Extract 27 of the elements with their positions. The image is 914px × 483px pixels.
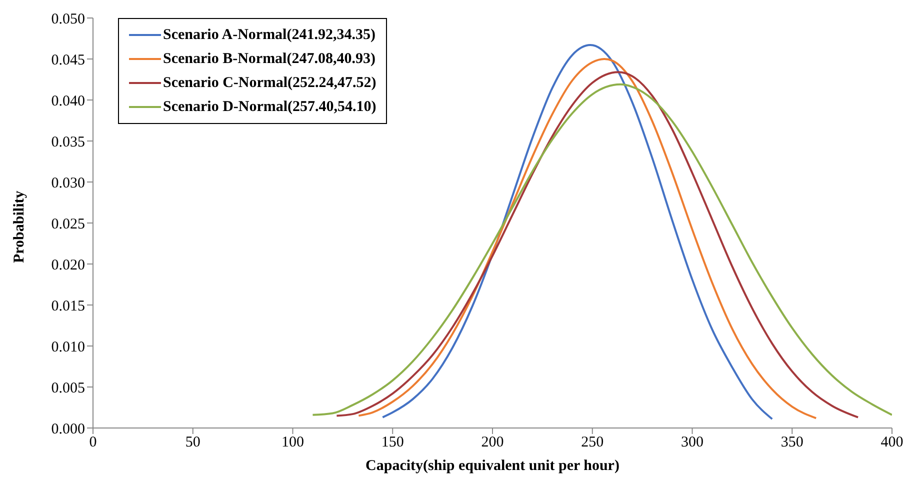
legend-label: Scenario A-Normal(241.92,34.35) bbox=[163, 26, 376, 45]
x-tick-label: 200 bbox=[481, 434, 504, 451]
x-tick-label: 50 bbox=[185, 434, 200, 451]
y-tick-label: 0.045 bbox=[51, 52, 85, 68]
y-tick-label: 0.030 bbox=[51, 175, 85, 192]
x-axis-title: Capacity(ship equivalent unit per hour) bbox=[366, 458, 620, 474]
y-tick-label: 0.005 bbox=[51, 380, 85, 396]
legend-label: Scenario B-Normal(247.08,40.93) bbox=[163, 50, 376, 69]
y-tick-label: 0.020 bbox=[51, 257, 85, 274]
line-series bbox=[382, 44, 774, 420]
x-tick-label: 300 bbox=[681, 434, 704, 451]
x-tick-label: 150 bbox=[381, 434, 404, 451]
y-tick-label: 0.025 bbox=[51, 216, 85, 232]
y-tick-label: 0.035 bbox=[51, 134, 85, 150]
legend-label: Scenario C-Normal(252.24,47.52) bbox=[163, 74, 376, 93]
y-tick-label: 0.000 bbox=[51, 421, 85, 438]
x-tick-label: 400 bbox=[880, 434, 904, 451]
y-tick-label: 0.015 bbox=[51, 298, 85, 314]
y-tick-label: 0.010 bbox=[51, 339, 85, 356]
x-tick-label: 100 bbox=[282, 434, 304, 451]
x-tick-label: 250 bbox=[581, 434, 604, 451]
y-tick-label: 0.050 bbox=[51, 11, 85, 28]
legend-label: Scenario D-Normal(257.40,54.10) bbox=[163, 98, 376, 117]
x-tick-label: 350 bbox=[780, 434, 804, 451]
y-tick-label: 0.040 bbox=[51, 93, 85, 110]
x-tick-label: 0 bbox=[89, 434, 97, 451]
y-axis-title: Probability bbox=[11, 190, 28, 263]
